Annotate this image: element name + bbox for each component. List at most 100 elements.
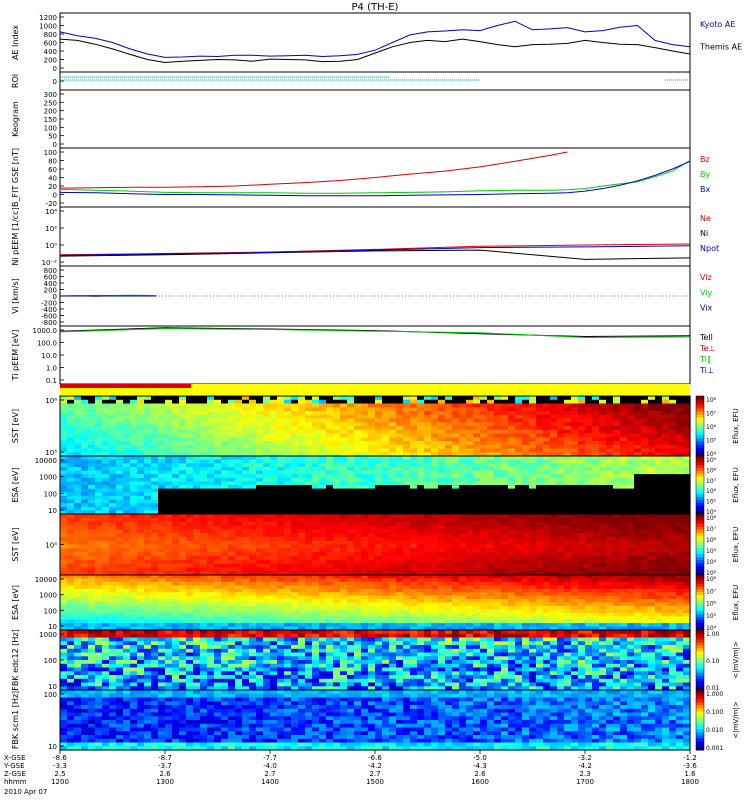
esa_e-cell bbox=[368, 507, 376, 511]
sst_e-cell bbox=[578, 400, 586, 404]
sst_e-cell bbox=[557, 411, 565, 415]
sst_i-cell bbox=[599, 564, 607, 568]
sst_i-cell bbox=[144, 537, 152, 541]
sst_i-cell bbox=[508, 529, 516, 533]
sst_i-cell bbox=[333, 533, 341, 537]
esa_i-cell bbox=[158, 578, 166, 582]
sst_e-cell bbox=[340, 419, 348, 423]
sst_e-cell bbox=[172, 437, 180, 441]
sst_i-cell bbox=[480, 522, 488, 526]
sst_i-cell bbox=[487, 567, 495, 571]
sst_e-cell bbox=[571, 404, 579, 408]
esa_e-cell bbox=[158, 500, 166, 504]
sst_i-cell bbox=[648, 537, 656, 541]
sst_e-cell bbox=[466, 415, 474, 419]
sst_i-cell bbox=[585, 560, 593, 564]
sst_i-cell bbox=[123, 533, 131, 537]
esa_e-cell bbox=[116, 503, 124, 507]
sst_e-cell bbox=[277, 430, 285, 434]
sst_e-cell bbox=[151, 419, 159, 423]
esa_e-cell bbox=[207, 463, 215, 467]
esa_e-cell bbox=[151, 456, 159, 460]
esa_e-cell bbox=[445, 496, 453, 500]
sst_i-cell bbox=[550, 548, 558, 552]
sst_e-cell bbox=[326, 411, 334, 415]
sst_i-cell bbox=[235, 567, 243, 571]
sst_e-cell bbox=[319, 419, 327, 423]
esa_e-cell bbox=[130, 474, 138, 478]
sst_e-cell bbox=[550, 396, 558, 400]
sst_i-cell bbox=[193, 525, 201, 529]
ae-frame bbox=[60, 13, 690, 72]
esa_e-cell bbox=[606, 471, 614, 475]
sst_i-cell bbox=[291, 560, 299, 564]
esa_e-cell bbox=[382, 492, 390, 496]
sst_e-cell bbox=[284, 437, 292, 441]
sst_i-cell bbox=[214, 522, 222, 526]
esa_e-cell bbox=[592, 489, 600, 493]
sst_e-cell bbox=[186, 419, 194, 423]
sst_e-cell bbox=[627, 404, 635, 408]
sst_e-cell bbox=[312, 404, 320, 408]
sst_e-cell bbox=[641, 449, 649, 453]
esa_e-cell bbox=[599, 463, 607, 467]
sst_e-cell bbox=[571, 437, 579, 441]
sst_i-cell bbox=[543, 541, 551, 545]
sst_e-cell bbox=[319, 396, 327, 400]
sst_i-cell bbox=[529, 552, 537, 556]
esa_e-cell bbox=[494, 471, 502, 475]
sst_e-cell bbox=[655, 400, 663, 404]
esa_e-cell bbox=[137, 496, 145, 500]
sst_i-cell bbox=[417, 560, 425, 564]
esa_e-cell bbox=[445, 463, 453, 467]
esa_e-cell bbox=[543, 481, 551, 485]
sst_i-cell bbox=[242, 548, 250, 552]
sst_i-cell bbox=[557, 548, 565, 552]
esa_e-cell bbox=[186, 474, 194, 478]
sst_e-cell bbox=[74, 419, 82, 423]
esa_e-cell bbox=[592, 463, 600, 467]
esa_i-cell bbox=[158, 596, 166, 600]
sst_e-cell bbox=[655, 415, 663, 419]
esa_e-cell bbox=[144, 492, 152, 496]
esa_e-cell bbox=[634, 481, 642, 485]
sst_e-cell bbox=[88, 396, 96, 400]
esa_i-cell bbox=[242, 585, 250, 589]
esa_e-cell bbox=[60, 474, 68, 478]
sst_i-cell bbox=[361, 556, 369, 560]
sst_e-cell bbox=[263, 396, 271, 400]
sst_i-cell bbox=[522, 541, 530, 545]
sst_i-cell bbox=[578, 541, 586, 545]
sst_i-cell bbox=[305, 560, 313, 564]
sst_i-cell bbox=[186, 522, 194, 526]
esa_e-cell bbox=[417, 485, 425, 489]
sst_i-cell bbox=[424, 522, 432, 526]
sst_e-cell bbox=[606, 449, 614, 453]
esa_e-colorbar-cell bbox=[696, 497, 704, 500]
esa_i-cell bbox=[67, 578, 75, 582]
esa_e-cell bbox=[557, 478, 565, 482]
sst_e-cell bbox=[81, 396, 89, 400]
esa_e-cell bbox=[627, 474, 635, 478]
sst_i-cell bbox=[214, 525, 222, 529]
esa_e-cell bbox=[578, 456, 586, 460]
sst_e-cell bbox=[522, 434, 530, 438]
sst_i-cell bbox=[571, 556, 579, 560]
esa_e-cell bbox=[382, 500, 390, 504]
esa_e-cell bbox=[494, 503, 502, 507]
sst_i-cell bbox=[144, 522, 152, 526]
sst_i-cell bbox=[459, 552, 467, 556]
esa_e-cell bbox=[319, 474, 327, 478]
esa_e-cell bbox=[543, 471, 551, 475]
sst_i-cell bbox=[375, 548, 383, 552]
sst_e-cell bbox=[172, 411, 180, 415]
sst_e-cell bbox=[592, 396, 600, 400]
sst_e-cell bbox=[396, 407, 404, 411]
sst_e-cell bbox=[249, 445, 257, 449]
esa_e-cell bbox=[172, 478, 180, 482]
velocity-legend-2: Vix bbox=[700, 304, 713, 313]
sst_i-cell bbox=[536, 514, 544, 518]
sst_e-cell bbox=[648, 411, 656, 415]
esa_e-cell bbox=[480, 492, 488, 496]
sst_e-cell bbox=[375, 434, 383, 438]
